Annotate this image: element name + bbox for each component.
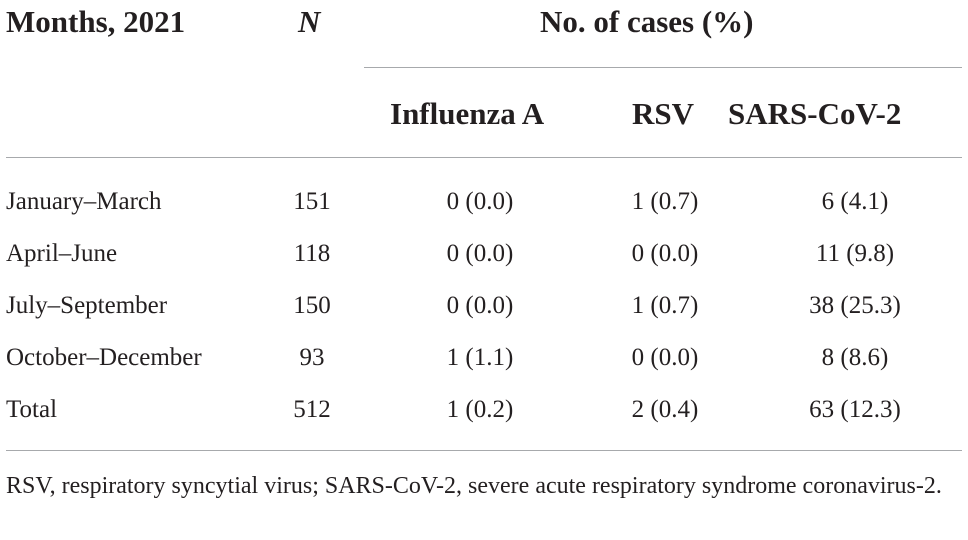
cell-influenza: 1 (1.1) [446, 344, 514, 371]
cell-n: 512 [293, 396, 331, 423]
cell-month: July–September [6, 292, 168, 319]
header-n: N [298, 4, 321, 39]
cell-influenza: 0 (0.0) [446, 240, 514, 267]
cell-rsv: 0 (0.0) [631, 240, 699, 267]
cell-month: January–March [6, 188, 162, 215]
cell-n: 93 [299, 344, 325, 371]
footer-rule [6, 450, 962, 451]
cell-month: April–June [6, 240, 118, 267]
cell-influenza: 1 (0.2) [446, 396, 514, 423]
table-row-total: Total 512 1 (0.2) 2 (0.4) 63 (12.3) [0, 395, 968, 425]
cell-n: 150 [293, 292, 331, 319]
table-row: January–March 151 0 (0.0) 1 (0.7) 6 (4.1… [0, 187, 968, 217]
cell-influenza: 0 (0.0) [446, 292, 514, 319]
cell-rsv: 0 (0.0) [631, 344, 699, 371]
cell-rsv: 1 (0.7) [631, 188, 699, 215]
header-cases: No. of cases (%) [540, 4, 754, 39]
cell-sars: 8 (8.6) [821, 344, 889, 371]
cell-sars: 38 (25.3) [809, 292, 901, 319]
table-footnote: RSV, respiratory syncytial virus; SARS-C… [6, 473, 942, 499]
cell-n: 151 [293, 188, 331, 215]
cell-sars: 6 (4.1) [821, 188, 889, 215]
cell-rsv: 1 (0.7) [631, 292, 699, 319]
header-rsv: RSV [632, 96, 695, 131]
cell-month: October–December [6, 344, 202, 371]
header-months: Months, 2021 [6, 4, 186, 39]
header-influenza: Influenza A [390, 96, 545, 131]
table-row: July–September 150 0 (0.0) 1 (0.7) 38 (2… [0, 291, 968, 321]
table-row: October–December 93 1 (1.1) 0 (0.0) 8 (8… [0, 343, 968, 373]
table-row: April–June 118 0 (0.0) 0 (0.0) 11 (9.8) [0, 239, 968, 269]
header-rule [6, 157, 962, 158]
header-sars: SARS-CoV-2 [728, 96, 902, 131]
cell-sars: 63 (12.3) [809, 396, 901, 423]
cell-n: 118 [293, 240, 331, 267]
cell-month: Total [6, 396, 58, 423]
header-span-rule [364, 67, 962, 68]
cell-influenza: 0 (0.0) [446, 188, 514, 215]
cell-rsv: 2 (0.4) [631, 396, 699, 423]
cell-sars: 11 (9.8) [815, 240, 895, 267]
